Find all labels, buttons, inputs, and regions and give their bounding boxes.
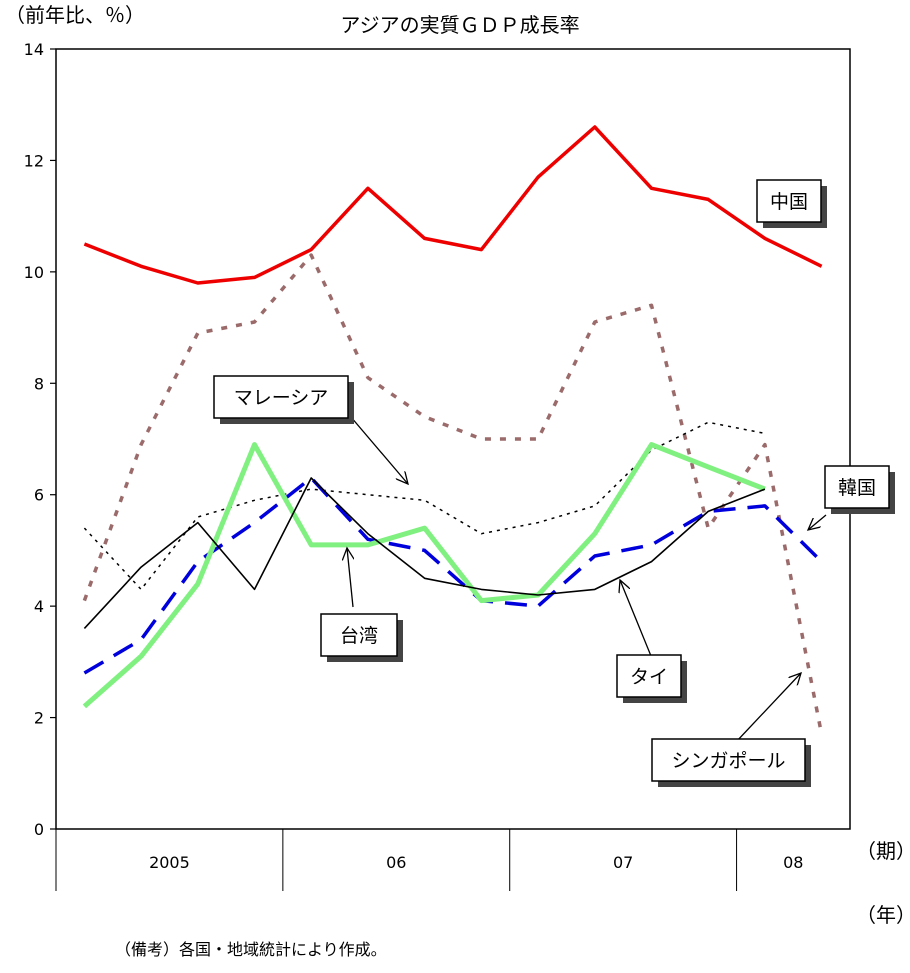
y-tick-label: 8: [34, 374, 44, 393]
chart-title: アジアの実質ＧＤＰ成長率: [340, 13, 579, 37]
x-year-label: 2005: [149, 853, 190, 872]
y-tick-label: 12: [24, 151, 44, 170]
x-year-label: 06: [386, 853, 406, 872]
x-axis-period-unit: （期）: [856, 839, 910, 863]
y-tick-label: 10: [24, 263, 44, 282]
label-box: [824, 465, 890, 509]
label-box: [213, 375, 349, 419]
label-text-singapore: シンガポール: [671, 750, 785, 772]
label-text-china: 中国: [770, 191, 808, 213]
y-axis: 0 2 4 6 8 10 12 14: [24, 40, 56, 839]
label-box: [320, 613, 398, 657]
label-korea: 韓国: [824, 465, 895, 514]
y-axis-label: （前年比、％）: [5, 3, 145, 27]
series-line-1: [82, 253, 824, 735]
label-taiwan: 台湾: [320, 613, 403, 662]
malaysia-arrow: [344, 409, 408, 484]
label-box: [616, 654, 682, 698]
label-box: [756, 179, 822, 223]
korea-arrow: [808, 514, 827, 530]
y-tick-label: 14: [24, 40, 44, 59]
x-year-label: 07: [613, 853, 633, 872]
x-year-label: 08: [783, 853, 803, 872]
annotation-arrows: [344, 409, 827, 743]
series-line-5: [83, 477, 766, 629]
y-tick-label: 2: [34, 709, 44, 728]
label-text-thai: タイ: [630, 666, 668, 688]
label-text-malaysia: マレーシア: [234, 387, 329, 409]
x-axis: 2005 06 07 08: [55, 829, 803, 891]
label-malaysia: マレーシア: [213, 375, 354, 424]
label-thai: タイ: [616, 654, 687, 703]
taiwan-arrow: [347, 548, 353, 608]
thai-arrow: [620, 580, 652, 657]
y-tick-label: 6: [34, 486, 44, 505]
y-tick-label: 4: [34, 597, 44, 616]
label-china: 中国: [756, 179, 827, 228]
label-singapore: シンガポール: [651, 738, 811, 787]
label-text-korea: 韓国: [838, 477, 876, 499]
label-text-taiwan: 台湾: [340, 625, 378, 647]
series-line-4: [82, 442, 766, 709]
series-layer: [82, 125, 824, 735]
source-note: （備考）各国・地域統計により作成。: [115, 940, 387, 959]
singapore-arrow: [735, 673, 801, 743]
y-tick-label: 0: [34, 820, 44, 839]
series-line-0: [83, 125, 823, 285]
plot-area: [55, 48, 851, 830]
label-box: [651, 738, 806, 782]
series-line-3: [83, 476, 823, 675]
x-axis-year-unit: （年）: [856, 903, 910, 927]
